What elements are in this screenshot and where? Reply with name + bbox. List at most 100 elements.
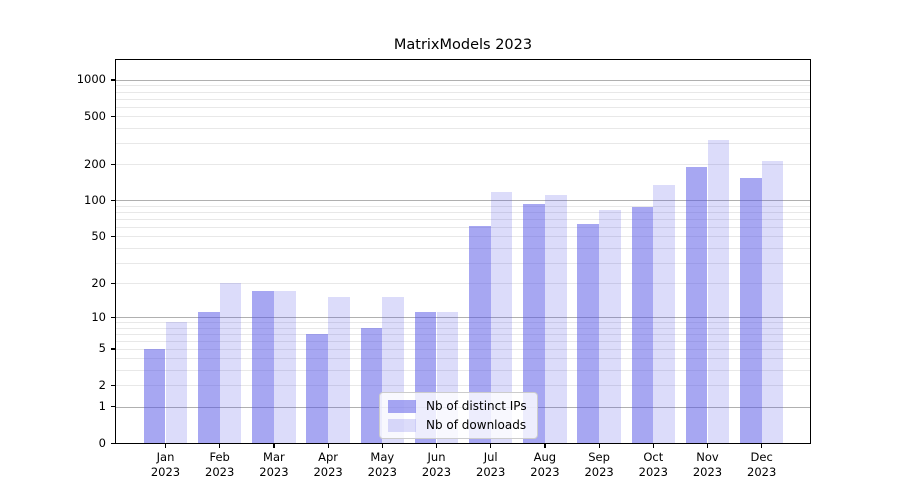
- x-tick-label-year: 2023: [638, 465, 668, 479]
- bar-distinct-ips: [577, 224, 600, 443]
- y-gridline-major: [116, 200, 810, 202]
- x-tick-label-year: 2023: [421, 465, 452, 479]
- x-tick-label-year: 2023: [367, 465, 397, 479]
- x-tick: [436, 443, 438, 448]
- legend-label: Nb of distinct IPs: [426, 399, 527, 413]
- y-tick: [110, 115, 116, 118]
- x-tick-label-month: Apr: [318, 450, 339, 464]
- legend-item: Nb of distinct IPs: [388, 399, 527, 413]
- y-gridline-minor: [116, 164, 810, 166]
- y-tick-label: 0: [98, 435, 106, 450]
- legend-swatch-downloads: [388, 418, 416, 432]
- x-tick: [219, 443, 221, 448]
- x-tick-label: Oct 2023: [613, 450, 693, 480]
- bar-downloads: [490, 191, 513, 443]
- bar-distinct-ips: [252, 291, 274, 443]
- y-tick: [110, 384, 116, 387]
- y-tick: [110, 406, 116, 408]
- plot-area: 0 1 2 5 10 20 50 100 200 500 1000 Jan 2023 Feb 2023 Mar…: [77, 59, 811, 479]
- x-tick-label: May 2023: [342, 450, 422, 480]
- bar-distinct-ips: [631, 206, 654, 443]
- x-tick-label: Nov 2023: [668, 450, 748, 480]
- bar-distinct-ips: [469, 226, 491, 443]
- x-tick-label-year: 2023: [259, 465, 289, 479]
- bar-layer: [116, 60, 810, 443]
- x-tick: [598, 443, 600, 448]
- y-gridline-minor: [116, 322, 810, 323]
- y-tick: [110, 442, 116, 444]
- y-gridline-minor: [116, 106, 810, 108]
- y-tick: [110, 79, 116, 81]
- x-tick-label: Jan 2023: [126, 450, 206, 480]
- y-tick-label: 1000: [76, 72, 106, 87]
- x-tick-label: Apr 2023: [288, 450, 368, 480]
- bar-distinct-ips: [306, 333, 329, 443]
- x-tick-label-year: 2023: [584, 465, 614, 479]
- y-gridline-minor: [116, 205, 810, 207]
- bar-distinct-ips: [143, 348, 166, 443]
- y-gridline-minor: [116, 348, 810, 350]
- y-gridline-major: [116, 317, 810, 318]
- x-tick: [544, 443, 546, 448]
- y-gridline-minor: [116, 370, 810, 372]
- y-tick-label: 2: [98, 377, 106, 392]
- legend-item: Nb of downloads: [388, 418, 527, 432]
- y-gridline-minor: [116, 219, 810, 220]
- y-gridline-minor: [116, 226, 810, 228]
- x-tick-label-month: Nov: [696, 450, 719, 464]
- y-tick: [110, 282, 116, 284]
- y-gridline-minor: [116, 128, 810, 129]
- y-tick-label: 100: [84, 192, 106, 207]
- x-tick-label-year: 2023: [313, 465, 343, 479]
- bar-downloads: [544, 194, 567, 443]
- legend-label: Nb of downloads: [426, 418, 527, 432]
- y-gridline-minor: [116, 262, 810, 264]
- bar-distinct-ips: [523, 204, 545, 443]
- bar-distinct-ips: [740, 177, 762, 443]
- y-tick: [110, 348, 116, 350]
- y-gridline-minor: [116, 236, 810, 238]
- x-tick-label: Sep 2023: [559, 450, 639, 480]
- y-gridline-minor: [116, 385, 810, 387]
- y-gridline-minor: [116, 98, 810, 100]
- x-tick-label-month: Jan: [156, 450, 175, 464]
- y-gridline-minor: [116, 116, 810, 118]
- legend: Nb of distinct IPs Nb of downloads: [379, 392, 538, 439]
- y-gridline-minor: [116, 143, 810, 144]
- y-tick-label: 200: [84, 156, 106, 171]
- bar-distinct-ips: [198, 312, 220, 443]
- x-tick-label: Feb 2023: [180, 450, 260, 480]
- bar-downloads: [219, 283, 242, 443]
- x-tick-label-month: Mar: [263, 450, 285, 464]
- x-tick-label: Jun 2023: [397, 450, 477, 480]
- x-tick: [707, 443, 709, 448]
- y-gridline-minor: [116, 247, 810, 249]
- y-tick: [110, 235, 116, 238]
- y-tick-label: 20: [91, 275, 106, 290]
- bar-downloads: [653, 184, 675, 443]
- y-gridline-minor: [116, 340, 810, 342]
- x-tick-label-month: Sep: [588, 450, 610, 464]
- x-tick-label-month: Dec: [750, 450, 773, 464]
- x-tick-label-month: Feb: [209, 450, 230, 464]
- y-tick-label: 10: [91, 309, 106, 324]
- bar-downloads: [273, 291, 296, 443]
- bar-downloads: [165, 322, 188, 443]
- bar-downloads: [328, 297, 350, 443]
- x-tick: [273, 443, 275, 448]
- x-tick-label-month: Oct: [643, 450, 664, 464]
- x-tick: [165, 443, 167, 448]
- x-tick-label-month: Aug: [533, 450, 557, 464]
- y-gridline-major: [116, 79, 810, 81]
- y-tick: [110, 163, 116, 166]
- y-tick-label: 500: [84, 108, 106, 123]
- y-tick-label: 1: [98, 399, 106, 414]
- x-tick: [761, 443, 763, 448]
- x-tick-label-year: 2023: [150, 465, 181, 479]
- x-tick: [327, 443, 329, 448]
- bar-downloads: [761, 160, 784, 443]
- grid-layer: [116, 60, 810, 443]
- x-tick-label: Dec 2023: [722, 450, 802, 480]
- x-tick: [381, 443, 384, 448]
